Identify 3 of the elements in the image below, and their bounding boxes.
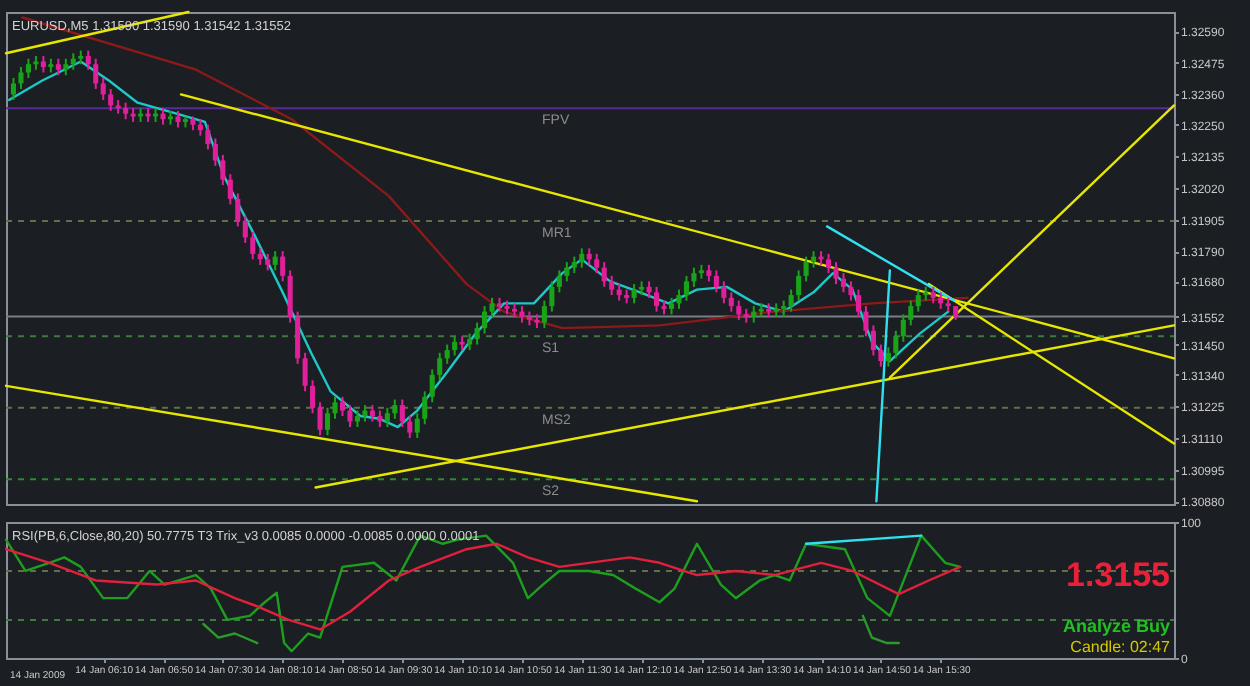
- annotation: Candle: 02:47: [1070, 638, 1172, 656]
- annotation: 1.3155: [1066, 556, 1170, 594]
- annotation: Analyze Buy: [1062, 616, 1170, 636]
